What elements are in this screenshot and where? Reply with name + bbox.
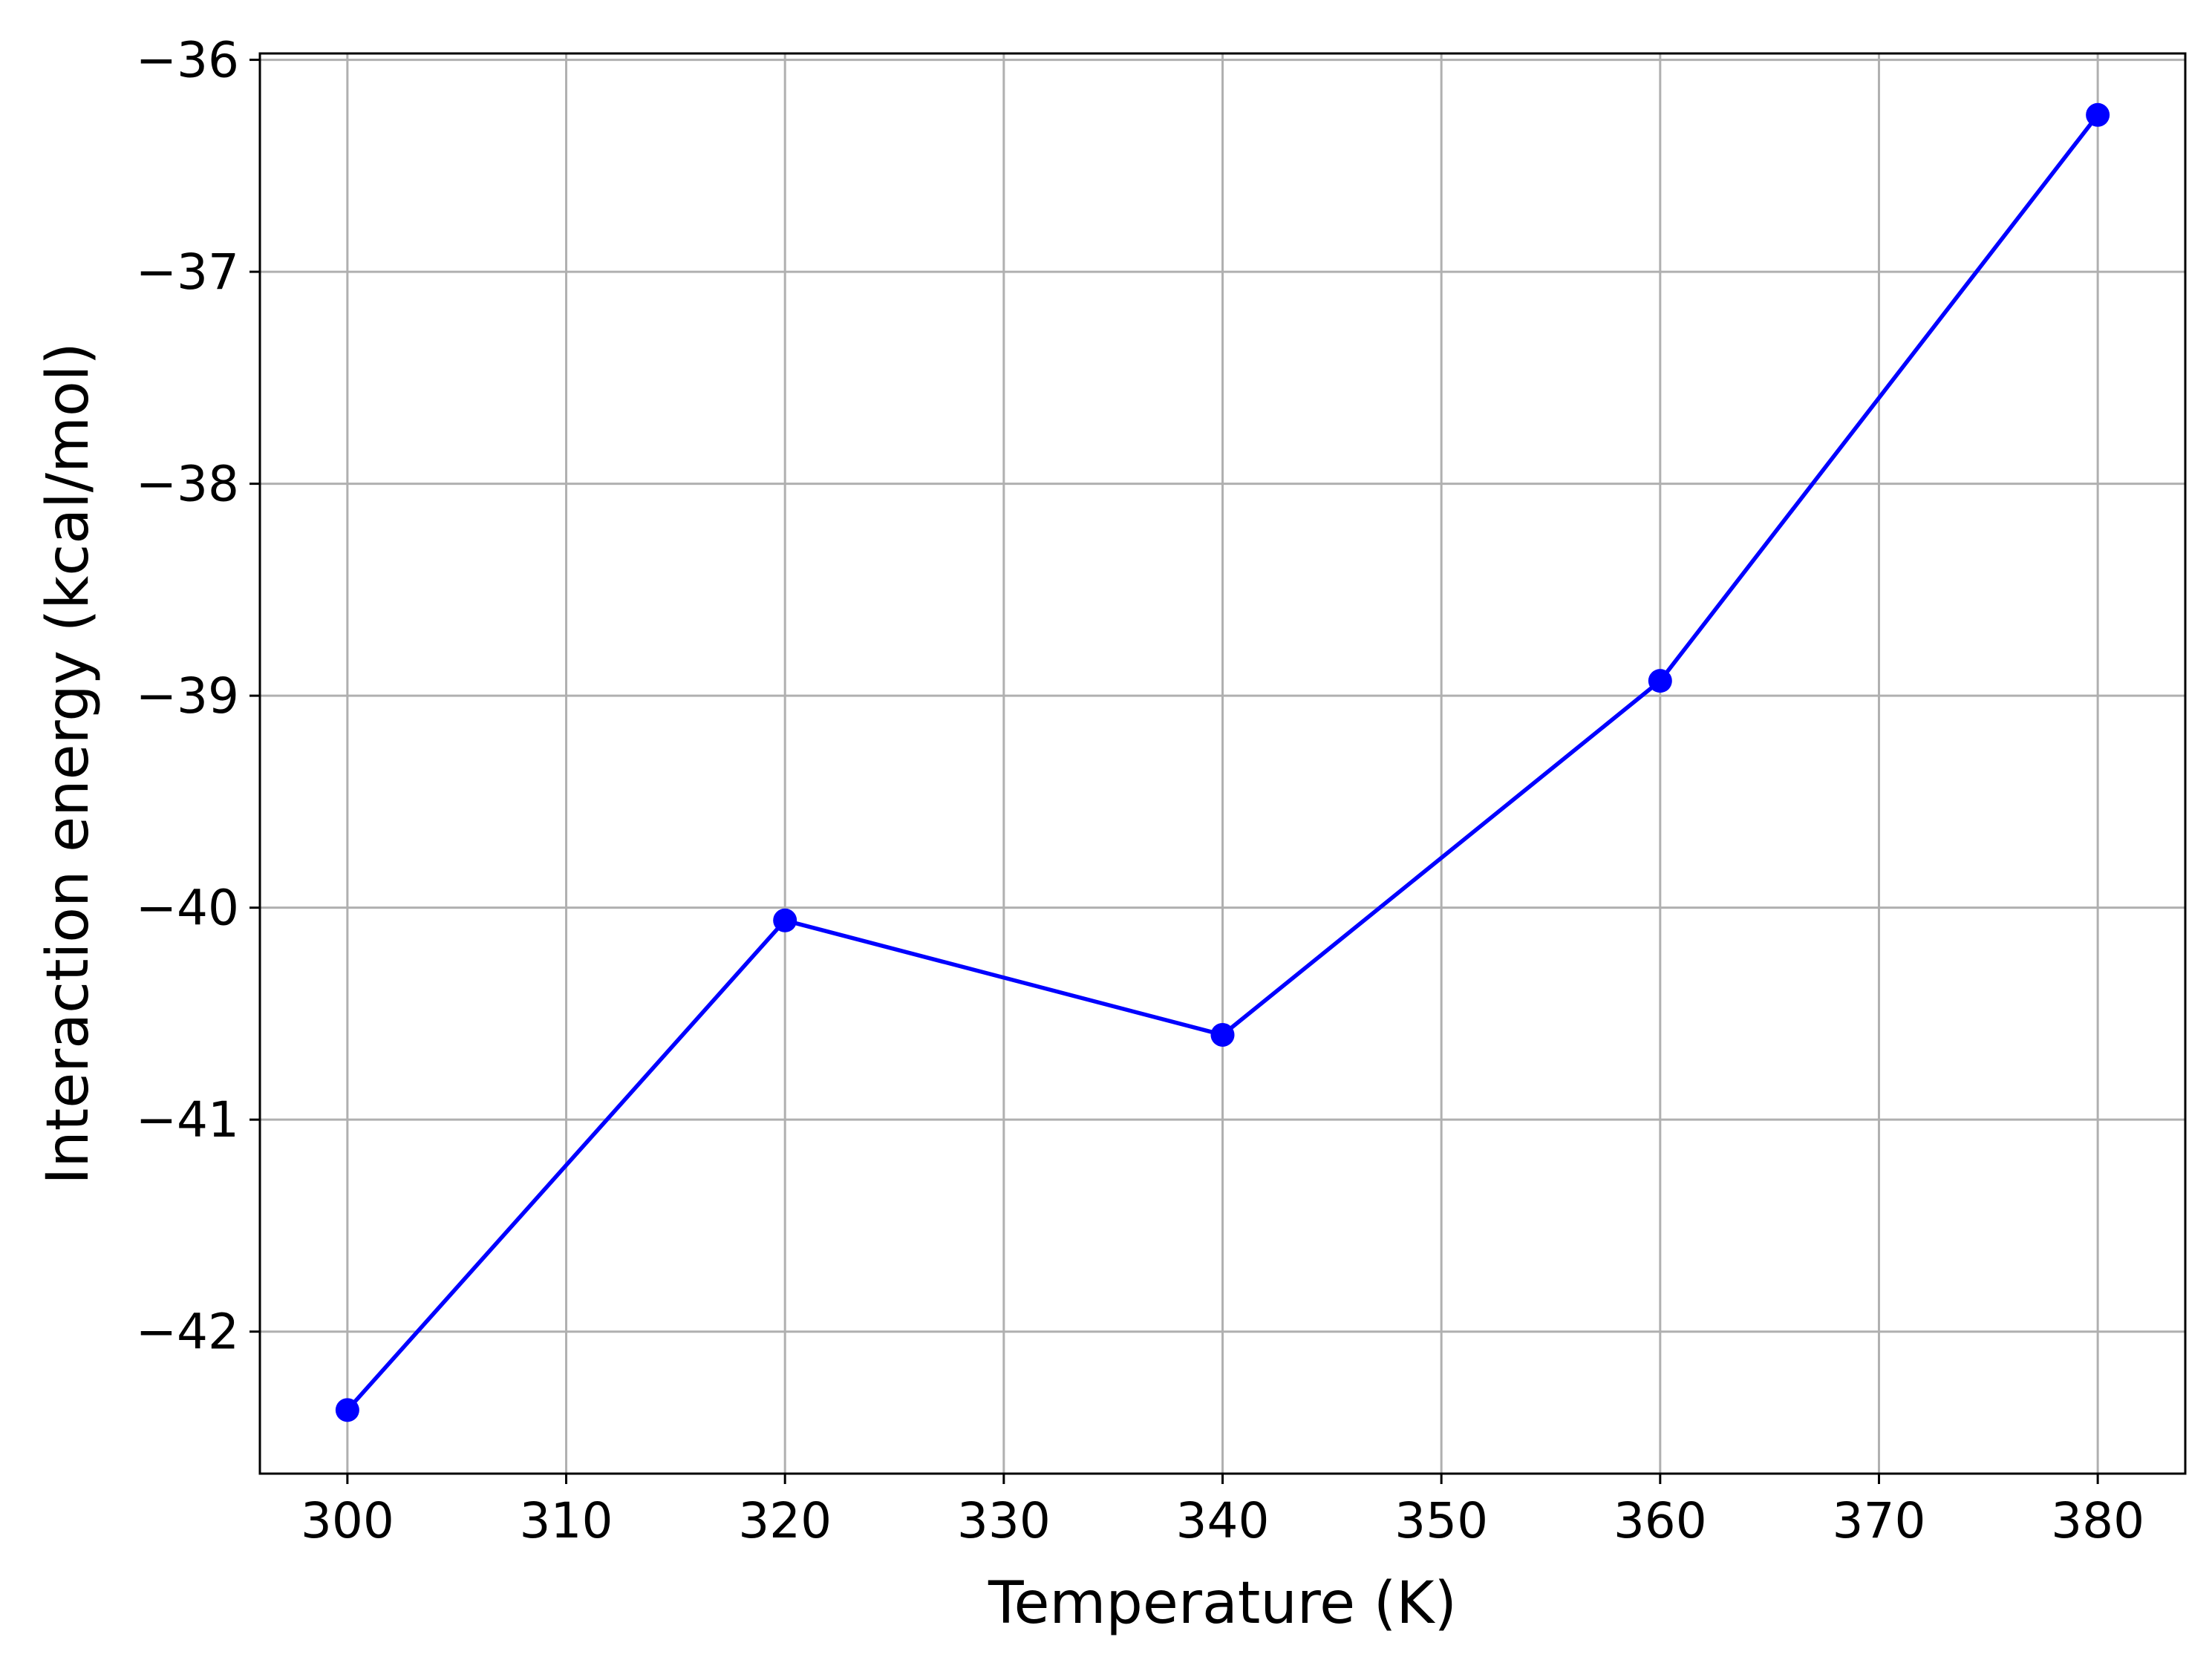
series-group xyxy=(335,102,2110,1422)
y-tick-label: −36 xyxy=(136,32,239,89)
x-tick-label: 360 xyxy=(1614,1492,1707,1549)
y-tick-label: −40 xyxy=(136,880,239,937)
data-point xyxy=(1648,669,1672,693)
x-tick-label: 350 xyxy=(1394,1492,1488,1549)
grid xyxy=(260,53,2185,1474)
y-axis-label: Interaction energy (kcal/mol) xyxy=(35,342,102,1185)
x-tick-label: 300 xyxy=(301,1492,394,1549)
data-point xyxy=(773,908,797,932)
data-point xyxy=(1210,1022,1235,1047)
y-tick-label: −42 xyxy=(136,1304,239,1361)
data-point xyxy=(335,1398,359,1422)
x-tick-label: 380 xyxy=(2051,1492,2144,1549)
y-tick-label: −38 xyxy=(136,456,239,513)
x-axis-ticks: 300 310 320 330 340 350 360 370 380 xyxy=(301,1474,2144,1549)
y-axis-ticks: −42 −41 −40 −39 −38 −37 −36 xyxy=(136,32,260,1361)
x-tick-label: 330 xyxy=(957,1492,1051,1549)
data-point xyxy=(2086,102,2110,127)
y-tick-label: −41 xyxy=(136,1091,239,1148)
y-tick-label: −37 xyxy=(136,244,239,301)
y-tick-label: −39 xyxy=(136,667,239,725)
x-tick-label: 320 xyxy=(738,1492,832,1549)
x-axis-label: Temperature (K) xyxy=(988,1570,1457,1637)
x-tick-label: 370 xyxy=(1832,1492,1925,1549)
x-tick-label: 340 xyxy=(1176,1492,1270,1549)
x-tick-label: 310 xyxy=(520,1492,613,1549)
